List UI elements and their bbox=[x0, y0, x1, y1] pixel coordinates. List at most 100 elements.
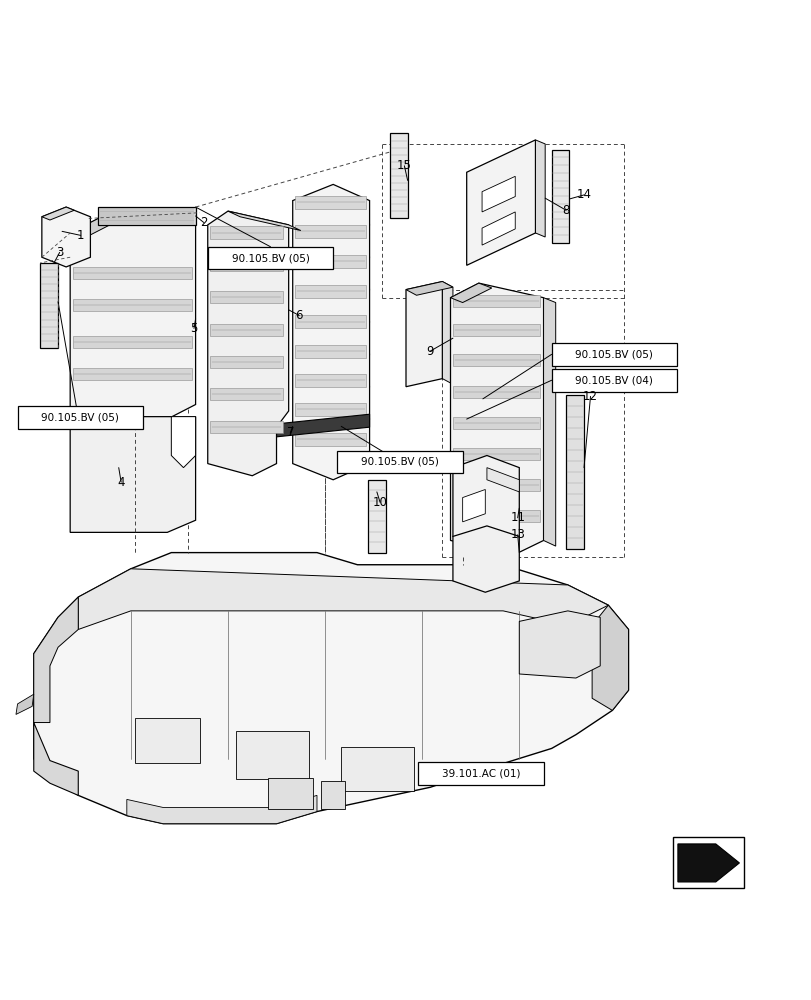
Bar bbox=[551, 150, 569, 243]
Circle shape bbox=[270, 603, 283, 616]
Polygon shape bbox=[487, 468, 519, 492]
Circle shape bbox=[534, 473, 543, 481]
Circle shape bbox=[534, 504, 543, 512]
Bar bbox=[18, 406, 143, 429]
Bar bbox=[294, 285, 366, 298]
Bar bbox=[294, 315, 366, 328]
Polygon shape bbox=[34, 597, 78, 723]
Polygon shape bbox=[519, 611, 599, 678]
Circle shape bbox=[239, 594, 249, 604]
Bar bbox=[453, 354, 539, 366]
Text: 8: 8 bbox=[562, 204, 569, 217]
Polygon shape bbox=[453, 455, 519, 549]
Circle shape bbox=[71, 231, 77, 238]
Text: 12: 12 bbox=[582, 390, 597, 403]
Ellipse shape bbox=[57, 225, 75, 249]
Bar bbox=[210, 388, 283, 400]
Text: 90.105.BV (04): 90.105.BV (04) bbox=[575, 375, 653, 385]
Bar bbox=[453, 386, 539, 398]
Circle shape bbox=[361, 415, 369, 423]
Bar bbox=[72, 267, 192, 279]
Text: 13: 13 bbox=[509, 528, 525, 541]
Circle shape bbox=[225, 603, 238, 616]
Circle shape bbox=[225, 615, 238, 628]
Ellipse shape bbox=[281, 720, 304, 750]
Circle shape bbox=[320, 594, 329, 604]
Ellipse shape bbox=[83, 675, 130, 738]
Bar bbox=[565, 395, 583, 549]
Circle shape bbox=[361, 443, 369, 451]
Circle shape bbox=[71, 393, 77, 400]
Bar bbox=[294, 225, 366, 238]
Circle shape bbox=[361, 350, 369, 358]
Text: 15: 15 bbox=[397, 159, 411, 172]
Bar bbox=[294, 345, 366, 358]
Circle shape bbox=[534, 311, 543, 320]
Polygon shape bbox=[70, 417, 195, 532]
Polygon shape bbox=[42, 207, 90, 267]
Circle shape bbox=[136, 506, 149, 519]
Text: 90.105.BV (05): 90.105.BV (05) bbox=[361, 457, 438, 467]
Polygon shape bbox=[292, 184, 369, 480]
Polygon shape bbox=[677, 844, 739, 882]
Circle shape bbox=[270, 615, 283, 628]
Circle shape bbox=[71, 328, 77, 335]
Circle shape bbox=[240, 777, 248, 785]
Polygon shape bbox=[70, 218, 195, 419]
Bar bbox=[551, 369, 676, 392]
Polygon shape bbox=[591, 605, 628, 710]
Bar bbox=[453, 417, 539, 429]
Text: 9: 9 bbox=[426, 345, 434, 358]
Bar bbox=[208, 247, 333, 269]
Bar bbox=[98, 207, 195, 225]
Text: 90.105.BV (05): 90.105.BV (05) bbox=[575, 349, 653, 359]
Polygon shape bbox=[482, 176, 515, 212]
Bar bbox=[418, 762, 543, 785]
Polygon shape bbox=[34, 553, 628, 824]
Bar bbox=[341, 747, 414, 791]
Circle shape bbox=[483, 757, 491, 765]
Text: 1: 1 bbox=[77, 229, 84, 242]
Text: 90.105.BV (05): 90.105.BV (05) bbox=[41, 412, 119, 422]
Text: 90.105.BV (05): 90.105.BV (05) bbox=[231, 253, 309, 263]
Text: 10: 10 bbox=[372, 496, 387, 509]
Circle shape bbox=[108, 502, 121, 515]
Bar bbox=[294, 403, 366, 416]
Text: 6: 6 bbox=[295, 309, 303, 322]
Bar bbox=[551, 343, 676, 366]
Circle shape bbox=[71, 361, 77, 367]
Polygon shape bbox=[34, 723, 78, 795]
Polygon shape bbox=[208, 211, 288, 476]
Circle shape bbox=[361, 253, 369, 261]
Text: 4: 4 bbox=[118, 476, 125, 489]
Bar bbox=[41, 263, 58, 348]
Ellipse shape bbox=[144, 710, 174, 746]
Polygon shape bbox=[534, 140, 544, 237]
Bar bbox=[268, 778, 312, 809]
Polygon shape bbox=[16, 694, 34, 714]
Circle shape bbox=[482, 594, 491, 604]
Circle shape bbox=[361, 221, 369, 229]
Polygon shape bbox=[228, 211, 300, 231]
Polygon shape bbox=[462, 489, 485, 522]
Polygon shape bbox=[78, 569, 607, 629]
Text: 5: 5 bbox=[190, 322, 197, 335]
Bar bbox=[453, 448, 539, 460]
Polygon shape bbox=[42, 207, 74, 220]
Bar bbox=[367, 480, 385, 553]
Polygon shape bbox=[70, 218, 113, 238]
Bar bbox=[210, 324, 283, 336]
Bar bbox=[337, 451, 462, 473]
Polygon shape bbox=[268, 414, 369, 438]
Polygon shape bbox=[450, 283, 543, 554]
Text: 11: 11 bbox=[509, 511, 525, 524]
Polygon shape bbox=[450, 283, 491, 303]
Circle shape bbox=[401, 594, 410, 604]
Bar bbox=[672, 837, 744, 888]
Circle shape bbox=[534, 344, 543, 352]
Bar bbox=[72, 299, 192, 311]
Circle shape bbox=[159, 783, 167, 791]
Polygon shape bbox=[466, 140, 534, 265]
Text: 14: 14 bbox=[576, 188, 590, 201]
Bar bbox=[294, 255, 366, 268]
